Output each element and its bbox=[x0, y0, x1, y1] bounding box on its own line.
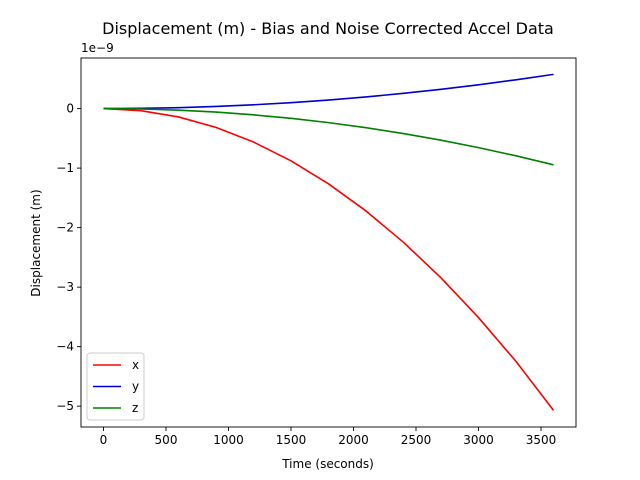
y-tick-label-1: −1 bbox=[56, 161, 74, 175]
y-axis-label: Displacement (m) bbox=[29, 189, 43, 296]
x-axis-label: Time (seconds) bbox=[281, 457, 374, 471]
y-tick-label-3: −3 bbox=[56, 280, 74, 294]
legend-label-y: y bbox=[132, 380, 139, 394]
series-line-y bbox=[103, 73, 554, 110]
chart-title: Displacement (m) - Bias and Noise Correc… bbox=[102, 19, 554, 38]
legend: xyz bbox=[86, 352, 145, 421]
plot-area: 0 500 1000 1500 2000 2500 3000 3500 0 −1 −2 −3 −4 −5 bbox=[56, 57, 577, 447]
x-tick-label-3000: 3000 bbox=[463, 433, 494, 447]
y-tick-label-5: −5 bbox=[56, 399, 74, 413]
legend-label-x: x bbox=[132, 358, 139, 372]
x-tick-label-2500: 2500 bbox=[401, 433, 432, 447]
x-tick-label-3500: 3500 bbox=[526, 433, 557, 447]
y-tick-label-0: 0 bbox=[66, 102, 74, 116]
series-line-x bbox=[103, 107, 555, 411]
y-offset-label: 1e−9 bbox=[81, 41, 114, 55]
legend-label-z: z bbox=[132, 401, 138, 415]
x-tick-label-1000: 1000 bbox=[213, 433, 244, 447]
axes-frame bbox=[80, 57, 577, 428]
x-tick-label-2000: 2000 bbox=[338, 433, 369, 447]
y-tick-label-4: −4 bbox=[56, 340, 74, 354]
x-tick-label-0: 0 bbox=[100, 433, 108, 447]
y-tick-label-2: −2 bbox=[56, 221, 74, 235]
x-tick-label-1500: 1500 bbox=[276, 433, 307, 447]
series-line-z bbox=[103, 107, 554, 166]
x-tick-label-500: 500 bbox=[155, 433, 178, 447]
